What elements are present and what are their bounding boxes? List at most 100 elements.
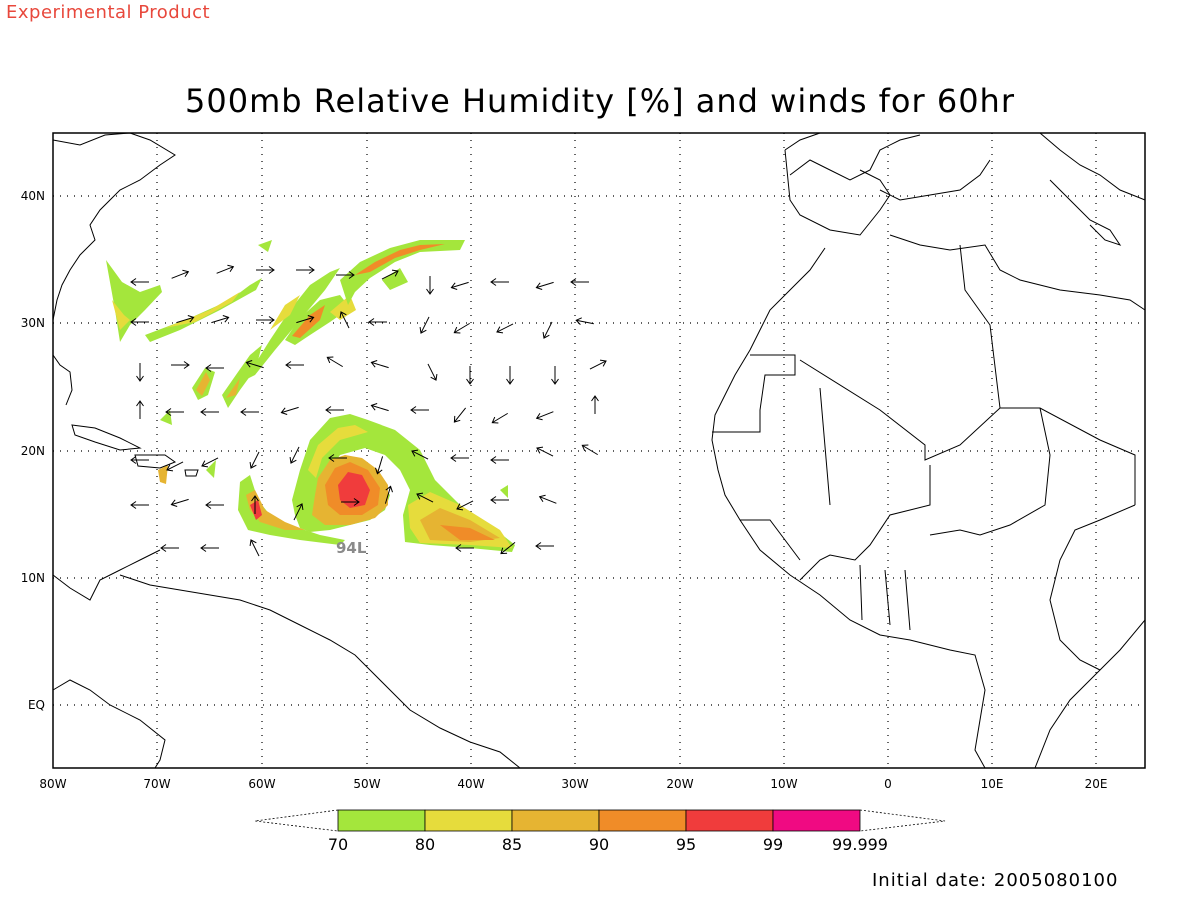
humidity-region: [308, 425, 368, 478]
wind-arrow: [450, 281, 469, 290]
humidity-region: [270, 295, 300, 330]
lat-label: 10N: [21, 571, 45, 585]
wind-arrow: [536, 446, 554, 457]
wind-arrow: [581, 444, 598, 456]
lon-label: 50W: [353, 777, 380, 791]
colorbar-bin: [685, 809, 774, 832]
wind-arrow: [535, 411, 554, 421]
colorbar-right-extension: [859, 809, 946, 832]
colorbar-bin: [424, 809, 513, 832]
wind-arrow: [341, 498, 360, 506]
south-america-coast: [119, 574, 521, 769]
wind-arrow: [490, 278, 509, 286]
wind-arrow: [200, 544, 219, 552]
africa-coast: [711, 234, 1146, 769]
wind-arrow: [200, 408, 219, 416]
humidity-region: [206, 460, 216, 478]
wind-arrow: [450, 454, 469, 462]
gulf-of-guinea: [1034, 619, 1146, 769]
wind-arrow: [419, 316, 430, 334]
wind-arrow: [551, 366, 559, 385]
humidity-region: [222, 345, 262, 408]
wind-arrow: [491, 412, 508, 424]
wind-arrow: [326, 356, 343, 368]
colorbar-label: 95: [676, 835, 696, 854]
colorbar: 70 80 85 90 95 99 99.999: [254, 809, 946, 854]
wind-arrow: [171, 269, 190, 279]
lat-label: 20N: [21, 444, 45, 458]
wind-arrow: [130, 318, 149, 326]
wind-arrow: [570, 278, 589, 286]
colorbar-label: 70: [328, 835, 348, 854]
wind-arrow: [416, 492, 434, 503]
initial-date: Initial date: 2005080100: [872, 870, 1119, 891]
lon-label: 80W: [39, 777, 66, 791]
wind-arrow: [216, 264, 235, 274]
central-america: [52, 549, 161, 601]
wind-arrow: [538, 494, 557, 504]
wind-arrow: [506, 366, 514, 385]
humidity-region: [440, 525, 495, 540]
wind-vectors: [130, 264, 607, 557]
italy: [1049, 179, 1122, 246]
wind-arrow: [453, 407, 467, 423]
lon-label: 70W: [143, 777, 170, 791]
wind-arrow: [136, 400, 144, 419]
humidity-region: [250, 500, 262, 520]
colorbar-label: 99: [763, 835, 783, 854]
hispaniola: [134, 454, 177, 469]
wind-arrow: [500, 541, 516, 555]
map-title: 500mb Relative Humidity [%] and winds fo…: [185, 82, 1015, 120]
wind-arrow: [251, 495, 259, 514]
humidity-region: [258, 240, 272, 252]
wind-arrow: [427, 363, 438, 381]
wind-arrow: [285, 361, 304, 369]
wind-arrow: [205, 364, 224, 372]
florida-coast: [52, 354, 73, 406]
iberia: [784, 149, 891, 236]
wind-arrow: [410, 406, 429, 414]
colorbar-label: 80: [415, 835, 435, 854]
wind-arrow: [591, 395, 599, 414]
wind-arrow: [201, 457, 219, 468]
humidity-region: [106, 260, 162, 342]
wind-arrow: [456, 500, 474, 511]
humidity-region: [226, 378, 240, 398]
wind-arrow: [466, 366, 474, 385]
lat-label: 40N: [21, 189, 45, 203]
lon-label: 30W: [561, 777, 588, 791]
wind-arrow: [455, 544, 474, 552]
lon-label: 10E: [981, 777, 1004, 791]
lon-label: 20E: [1085, 777, 1108, 791]
lon-label: 40W: [457, 777, 484, 791]
lon-label: 20W: [666, 777, 693, 791]
latitude-labels: 40N 30N 20N 10N EQ: [21, 189, 45, 712]
wind-arrow: [490, 496, 509, 504]
humidity-region: [338, 472, 370, 508]
map-frame: [52, 132, 1146, 769]
wind-arrow: [381, 269, 399, 280]
colorbar-bin: [511, 809, 600, 832]
humidity-region: [380, 445, 428, 472]
wind-arrow: [411, 449, 429, 460]
wind-arrow: [256, 316, 275, 324]
wind-arrow: [535, 542, 554, 550]
colorbar-bin: [772, 809, 861, 832]
colorbar-label: 85: [502, 835, 522, 854]
lat-label: EQ: [28, 698, 45, 712]
lat-label: 30N: [21, 316, 45, 330]
colorbar-bin: [598, 809, 687, 832]
wind-arrow: [542, 321, 553, 339]
humidity-region: [196, 372, 210, 396]
wind-arrow: [453, 322, 470, 334]
wind-arrow: [289, 446, 300, 464]
wind-arrow: [589, 359, 607, 370]
wind-arrow: [170, 498, 189, 507]
wind-arrow: [336, 271, 355, 279]
wind-arrow: [205, 501, 224, 509]
wind-arrow: [296, 266, 315, 274]
longitude-labels: 80W 70W 60W 50W 40W 30W 20W 10W 0 10E 20…: [39, 777, 1107, 791]
wind-arrow: [328, 454, 347, 462]
wind-arrow: [166, 461, 184, 472]
